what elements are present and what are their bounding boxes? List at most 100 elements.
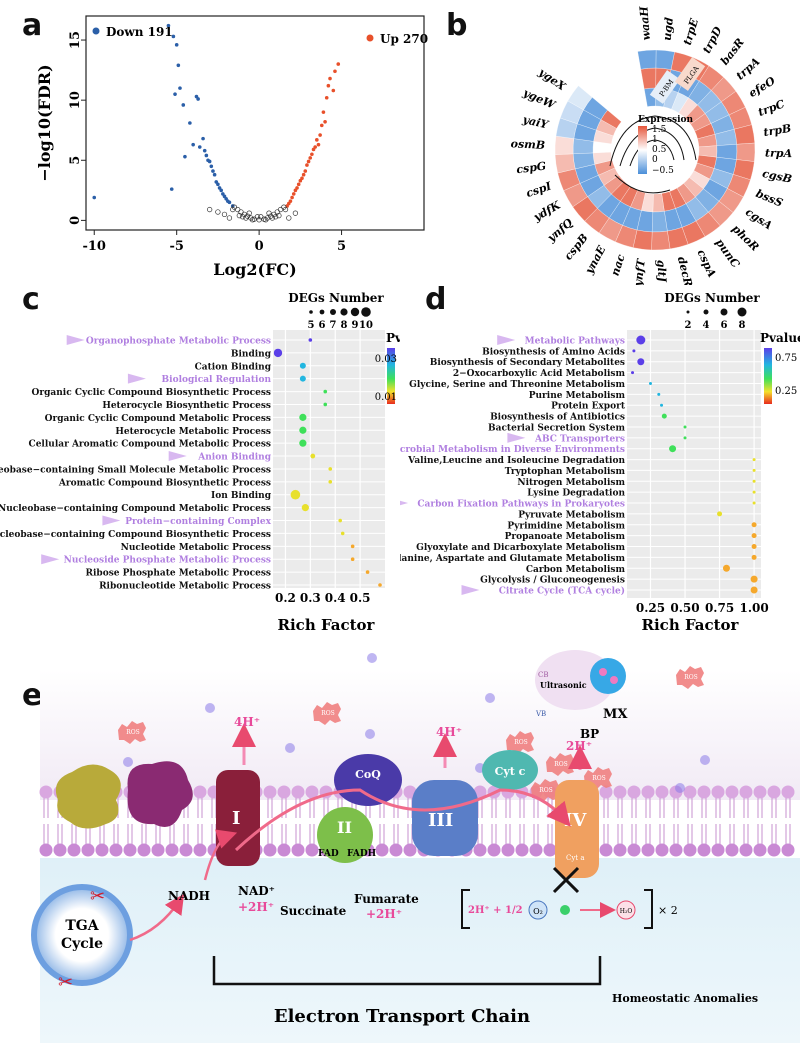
gene-label: trpE — [681, 16, 701, 46]
volcano-point-ns-17 — [249, 217, 256, 223]
volcano-ytick: 10 — [68, 91, 83, 109]
go-size-legend-label: 6 — [319, 320, 326, 331]
go-term-label: Nucleotide Metabolic Process — [121, 543, 271, 553]
kg-dot — [661, 413, 667, 419]
kg-term-label: Bacterial Secretion System — [488, 423, 625, 433]
ros-label: ROS — [684, 674, 698, 681]
volcano-point-down-6 — [173, 92, 177, 96]
go-dot — [365, 570, 370, 574]
kegg-plot-area — [627, 330, 761, 598]
kegg-pvalue-colorbar — [764, 348, 772, 404]
nadplus-label: NAD⁺ — [238, 884, 275, 898]
ultrasonic-label: Ultrasonic — [540, 680, 587, 690]
ros-label: ROS — [514, 739, 528, 746]
volcano-point-down-24 — [216, 182, 220, 187]
heat-cell — [554, 135, 574, 155]
volcano-point-up-21 — [290, 195, 294, 200]
heat-tick-4: 0 — [652, 155, 658, 165]
ros-label: ROS — [321, 710, 335, 717]
go-term-label: Binding — [231, 349, 272, 359]
volcano-point-down-8 — [188, 121, 192, 125]
volcano-point-up-7 — [318, 133, 322, 137]
fumarate-proton-label: +2H⁺ — [366, 907, 402, 921]
gene-label: ynfT — [631, 258, 648, 285]
volcano-point-ns-34 — [266, 210, 272, 216]
volcano-point-up-20 — [291, 192, 296, 196]
panel-label-c: c — [22, 282, 40, 317]
volcano-point-up-13 — [303, 169, 308, 173]
gene-label: cgsB — [761, 167, 793, 186]
kegg-xlabel: Rich Factor — [642, 616, 740, 634]
go-dot — [290, 489, 301, 500]
go-pvalue-title: Pvalue — [386, 331, 400, 345]
succinate-label: Succinate — [280, 904, 347, 918]
kg-dot — [632, 349, 636, 353]
legend-down-marker — [92, 27, 100, 35]
kegg-pvalue-title: Pvalue — [760, 331, 800, 345]
go-term-label: Organic Cyclic Compound Biosynthetic Pro… — [32, 388, 271, 398]
kg-size-legend-label: 6 — [721, 320, 728, 331]
kg-term-label: Glycine, Serine and Threonine Metabolism — [409, 380, 625, 390]
coq-cluster — [334, 754, 402, 806]
volcano-point-ns-22 — [230, 206, 236, 213]
ros-burst — [313, 702, 341, 725]
go-term-label: Cellular Aromatic Compound Metabolic Pro… — [29, 440, 271, 450]
volcano-xtick: 0 — [255, 239, 264, 254]
go-dot — [299, 375, 306, 382]
kg-dot — [637, 358, 645, 366]
panel-label-b: b — [446, 8, 468, 43]
go-term-label: Organophosphate Metabolic Process — [86, 337, 271, 347]
gene-label: phoR — [729, 222, 761, 254]
kg-term-label: Biosynthesis of Antibiotics — [490, 413, 625, 423]
go-size-legend-label: 5 — [308, 320, 315, 331]
kg-term-label: Propanoate Metabolism — [505, 532, 626, 542]
legend-up-marker — [366, 34, 374, 42]
go-term-label: Organic Cyclic Compound Metabolic Proces… — [45, 414, 271, 424]
go-dot — [350, 544, 355, 549]
cb-label: CB — [538, 671, 549, 679]
kg-dot — [683, 436, 687, 440]
volcano-point-up-8 — [315, 138, 319, 142]
gene-label: ygeX — [535, 65, 568, 93]
heat-cell — [640, 67, 657, 90]
gene-label: waaH — [637, 5, 653, 41]
volcano-point-ns-27 — [207, 206, 213, 213]
gene-label: bssS — [754, 187, 785, 210]
volcano-point-up-4 — [324, 95, 329, 100]
complex-i-label: I — [232, 808, 240, 829]
gene-label: cspI — [524, 179, 553, 200]
heat-colorbar — [638, 126, 647, 174]
fadh-label: FADH — [347, 849, 377, 859]
go-dot — [328, 467, 333, 471]
volcano-point-down-3 — [174, 43, 179, 47]
kg-term-label: Biosynthesis of Secondary Metabolites — [430, 358, 625, 368]
go-dot — [299, 362, 306, 369]
water-label: H₂O — [620, 908, 633, 915]
volcano-point-down-31 — [191, 142, 195, 147]
gene-label: ygeW — [520, 86, 558, 113]
kg-term-label: 2−Oxocarboxylic Acid Metabolism — [453, 369, 626, 379]
volcano-point-ns-28 — [226, 215, 233, 221]
gene-label: nac — [609, 252, 628, 277]
gene-label: basR — [718, 36, 747, 68]
volcano-point-up-28 — [308, 156, 313, 160]
volcano-point-ns-26 — [215, 209, 221, 215]
volcano-point-ns-7 — [256, 217, 262, 223]
go-dot — [310, 453, 316, 459]
kg-dot — [683, 425, 687, 429]
gene-label: ydfK — [531, 198, 563, 224]
volcano-ytick: 15 — [68, 31, 83, 49]
volcano-point-down-4 — [176, 63, 181, 68]
volcano-point-down-12 — [197, 145, 202, 149]
volcano-point-up-17 — [296, 182, 301, 187]
kg-dot — [669, 445, 677, 453]
go-dot — [273, 348, 283, 358]
go-dot — [301, 504, 309, 512]
volcano-point-down-29 — [225, 199, 230, 203]
go-dot — [350, 557, 355, 562]
volcano-point-up-1 — [333, 69, 337, 74]
proton-bubble — [123, 757, 133, 767]
volcano-point-ns-25 — [221, 211, 228, 218]
volcano-point-up-10 — [310, 152, 314, 157]
heat-cell — [651, 230, 671, 251]
